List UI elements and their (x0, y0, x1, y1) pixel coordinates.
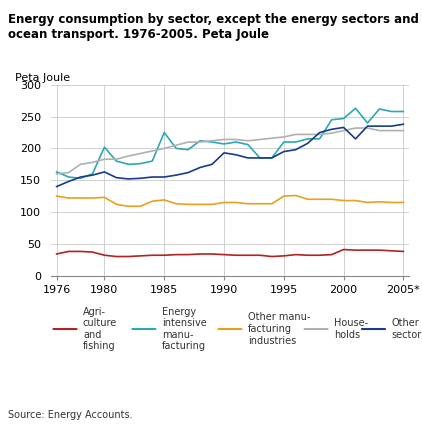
Text: Agri-
culture
and
fishing: Agri- culture and fishing (83, 307, 117, 351)
Text: Peta Joule: Peta Joule (15, 73, 70, 83)
Text: Other
sectors: Other sectors (392, 318, 422, 340)
Text: House-
holds: House- holds (334, 318, 368, 340)
Text: Other manu-
facturing
industries: Other manu- facturing industries (248, 312, 310, 346)
Text: Energy consumption by sector, except the energy sectors and
ocean transport. 197: Energy consumption by sector, except the… (8, 13, 419, 41)
Text: Source: Energy Accounts.: Source: Energy Accounts. (8, 410, 133, 420)
Text: Energy
intensive
manu-
facturing: Energy intensive manu- facturing (162, 307, 207, 351)
